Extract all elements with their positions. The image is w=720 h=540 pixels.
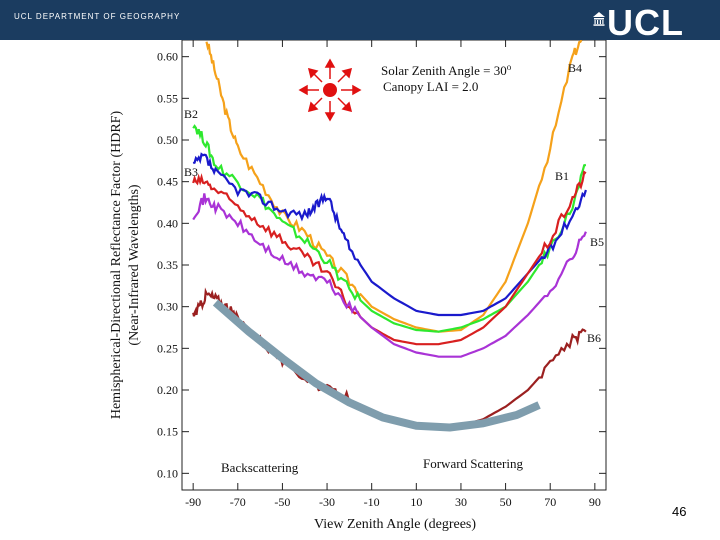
y-tick-label: 0.25 [157, 341, 178, 355]
slide-number: 46 [672, 504, 687, 519]
series-lines [192, 40, 587, 432]
y-axis: 0.10 0.15 0.20 0.25 0.30 0.35 0.40 0.45 0.50 0.55… [157, 50, 606, 480]
x-tick-label: -70 [230, 495, 246, 509]
x-tick-label: 10 [410, 495, 422, 509]
header-bar: UCL DEPARTMENT OF GEOGRAPHY UCL [0, 0, 720, 43]
y-tick-label: 0.40 [157, 216, 178, 230]
y-tick-label: 0.10 [157, 466, 178, 480]
ucl-portico-icon [593, 12, 605, 26]
backscattering-label: Backscattering [221, 460, 299, 475]
department-title: UCL DEPARTMENT OF GEOGRAPHY [14, 12, 181, 21]
series-line-b4 [205, 40, 583, 333]
series-line-b2 [192, 124, 587, 333]
y-tick-label: 0.55 [157, 91, 178, 105]
series-label-b1: B1 [555, 169, 569, 183]
x-tick-label: -30 [319, 495, 335, 509]
y-tick-label: 0.35 [157, 258, 178, 272]
series-label-b5: B5 [590, 235, 604, 249]
hdrf-chart: 0.10 0.15 0.20 0.25 0.30 0.35 0.40 0.45 0.50 0.55… [109, 40, 607, 532]
lai-annotation: Canopy LAI = 2.0 [383, 79, 478, 94]
y-axis-label-line1: Hemispherical-Directional Reflectance Fa… [109, 111, 124, 420]
solar-zenith-annotation: Solar Zenith Angle = 30o [381, 62, 512, 78]
series-line-b1 [192, 170, 587, 346]
series-label-b3: B3 [184, 165, 198, 179]
x-tick-label: 70 [544, 495, 556, 509]
y-tick-label: 0.30 [157, 300, 178, 314]
y-tick-label: 0.50 [157, 133, 178, 147]
x-axis: -90 -70 -50 -30 -10 10 30 50 70 90 [185, 40, 601, 509]
y-tick-label: 0.45 [157, 175, 178, 189]
x-axis-label: View Zenith Angle (degrees) [314, 517, 476, 532]
x-tick-label: -10 [364, 495, 380, 509]
y-tick-label: 0.20 [157, 383, 178, 397]
y-axis-label-line2: (Near-Infrared Wavelengths) [127, 184, 142, 346]
x-tick-label: -50 [274, 495, 290, 509]
trend-arc [212, 299, 541, 432]
degree-mark: o [507, 62, 512, 72]
series-label-b6: B6 [587, 331, 601, 345]
series-label-b2: B2 [184, 107, 198, 121]
x-tick-label: 50 [500, 495, 512, 509]
y-tick-label: 0.60 [157, 50, 178, 64]
series-line-b3 [192, 152, 587, 317]
series-label-b4: B4 [568, 61, 582, 75]
ucl-logo: UCL [607, 2, 684, 43]
sun-icon [298, 58, 362, 122]
x-tick-label: 30 [455, 495, 467, 509]
series-line-b5 [192, 193, 587, 358]
series-labels: B4 B2 B3 B1 B5 B6 [184, 61, 604, 345]
forward-scattering-label: Forward Scattering [423, 456, 524, 471]
y-tick-label: 0.15 [157, 425, 178, 439]
x-tick-label: 90 [589, 495, 601, 509]
x-tick-label: -90 [185, 495, 201, 509]
